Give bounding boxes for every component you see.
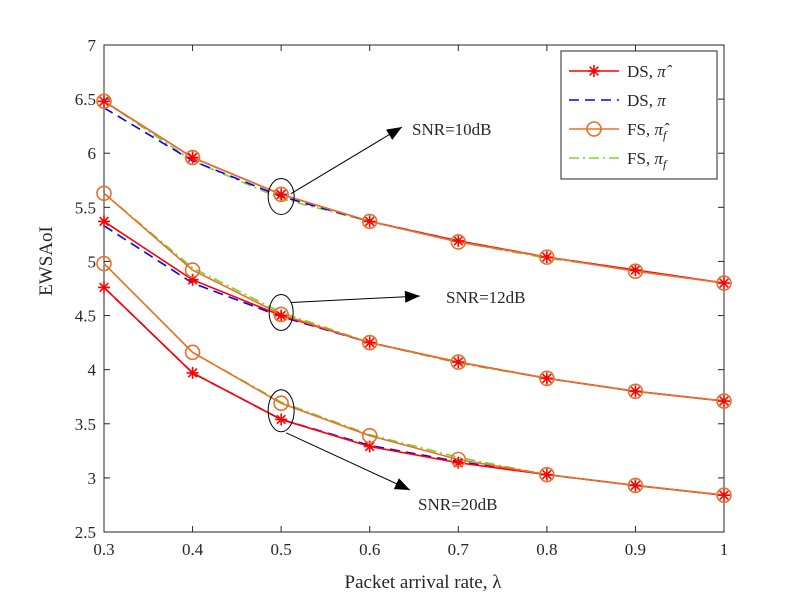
x-tick-label: 1 [720,540,729,559]
data-point-ds_hat-group-1 [363,336,376,349]
y-tick-label: 5.5 [75,198,96,217]
y-tick-label: 7 [88,36,97,55]
data-point-ds_hat-group-1 [540,372,553,385]
y-axis-label: EWSAoI [36,226,57,296]
data-point-ds_hat-group-1 [452,356,465,369]
data-point-ds_hat-group-0 [718,277,730,290]
data-point-ds_hat-group-0 [363,215,376,228]
plot-area: 0.3 0.4 0.5 0.6 0.7 0.8 0.9 1 2.5 3 3.5 4 4.5 5 5.5 6 6.… [75,36,732,559]
data-point-ds_hat-group-0 [275,188,288,201]
data-point-ds_hat-group-1 [186,273,199,286]
data-point-fs_hat-group-1 [627,383,644,400]
legend-label-ds: DS, π [627,91,666,110]
y-tick-label: 6.5 [75,90,96,109]
annotation-arrow-0 [290,126,403,194]
data-point-ds_hat-group-2 [98,281,110,294]
data-point-fs_hat-group-0 [539,249,555,265]
data-point-ds_hat-group-0 [186,151,199,164]
data-point-fs_hat-group-2 [184,344,201,361]
data-point-ds_hat-group-0 [98,95,110,108]
annotation-arrow-2 [285,432,411,491]
data-point-ds_hat-group-2 [363,440,376,453]
annotation-arrowhead-2 [393,478,410,490]
data-point-ds_hat-group-1 [629,385,642,398]
data-point-ds_hat-group-0 [452,234,465,247]
series-line-fs_hat-group-2 [103,263,725,496]
data-point-ds_hat-group-2 [540,468,553,481]
data-point-fs_hat-group-2 [450,451,467,468]
data-point-fs_hat-group-1 [450,354,467,370]
data-point-fs_hat-group-0 [716,275,732,291]
annotation-arrow-1 [291,295,421,303]
y-tick-label: 2.5 [75,523,96,542]
data-point-ds_hat-group-2 [186,366,199,379]
data-point-fs_hat-group-2 [361,427,378,444]
data-point-ds_hat-group-2 [629,479,642,492]
annotation-label-2: SNR=20dB [418,495,498,514]
data-point-ds_hat-group-2 [275,413,288,426]
x-tick-label: 0.6 [359,540,380,559]
data-point-fs_hat-group-0 [184,149,201,166]
data-point-ds_hat-group-2 [452,456,465,469]
data-point-fs_hat-group-2 [539,466,555,483]
y-tick-label: 6 [88,144,97,163]
data-point-fs_hat-group-2 [627,477,644,494]
data-point-fs_hat-group-2 [96,255,112,272]
data-point-fs_hat-group-0 [450,234,467,250]
annotation-label-1: SNR=12dB [446,288,526,307]
legend-marker-ds_hat [588,65,600,77]
data-point-ds_hat-group-0 [540,251,553,264]
annotation-ellipse-2 [267,389,295,433]
legend-label-fs: FS, πf [627,149,668,171]
y-tick-label: 3 [88,469,97,488]
data-point-fs_hat-group-2 [716,487,732,504]
data-point-ds_hat-group-1 [718,395,730,408]
data-point-fs_hat-group-2 [273,395,289,412]
data-point-fs_hat-group-0 [273,186,289,203]
data-point-fs_hat-group-0 [361,213,378,230]
data-point-fs_hat-group-1 [184,262,201,278]
data-point-fs_hat-group-0 [96,93,112,110]
x-axis-label: Packet arrival rate, λ [345,572,503,593]
legend-box [560,50,718,180]
y-tick-label: 3.5 [75,415,96,434]
legend-marker-fs_hat [586,121,602,137]
y-tick-label: 4 [88,361,97,380]
x-tick-label: 0.3 [93,540,114,559]
x-tick-label: 0.4 [182,540,204,559]
data-point-fs_hat-group-1 [96,185,112,202]
annotation-label-0: SNR=10dB [412,120,492,139]
x-tick-label: 0.8 [536,540,557,559]
data-point-fs_hat-group-0 [627,263,644,279]
data-point-fs_hat-group-1 [361,334,378,351]
y-tick-label: 4.5 [75,307,96,326]
x-tick-label: 0.9 [625,540,646,559]
data-point-ds_hat-group-1 [98,215,110,228]
legend: DS, π̂DS, πFS, π̂fFS, πf [560,50,718,180]
data-point-ds_hat-group-1 [275,309,288,322]
x-tick-label: 0.5 [271,540,292,559]
y-tick-label: 5 [88,252,97,271]
annotation-ellipse-1 [268,293,294,331]
series-line-fs_hat-group-0 [103,100,725,284]
data-point-fs_hat-group-1 [716,393,732,409]
data-point-ds_hat-group-0 [629,264,642,277]
annotation-arrowhead-1 [404,290,420,303]
x-tick-label: 0.7 [448,540,470,559]
series-line-fs_hat-group-1 [103,192,725,402]
data-point-fs_hat-group-1 [539,370,555,387]
data-point-ds_hat-group-2 [718,489,730,502]
annotation-ellipse-0 [267,178,295,216]
data-point-fs_hat-group-1 [273,306,289,323]
annotation-arrowhead-0 [386,127,402,140]
